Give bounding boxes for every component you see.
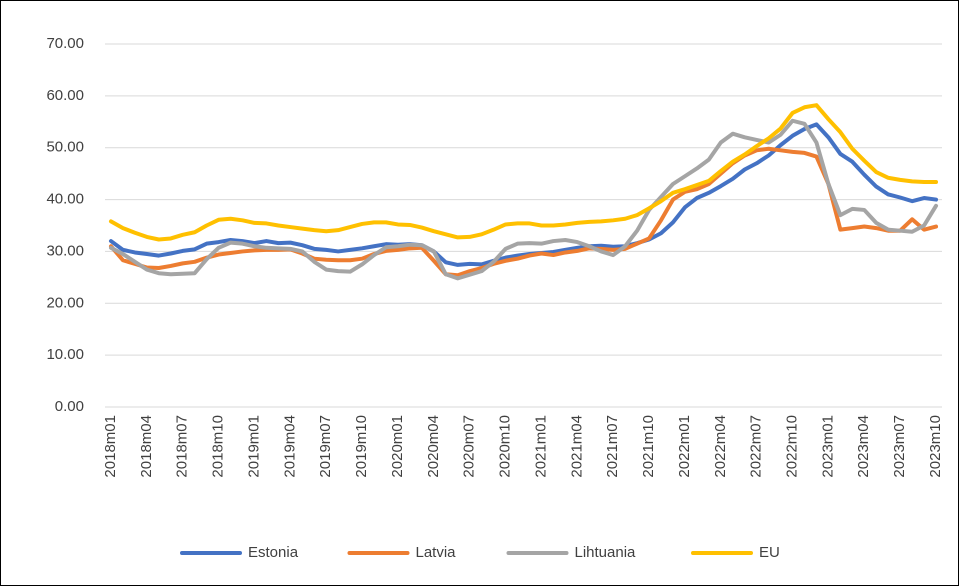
y-tick-label: 20.00	[46, 294, 84, 311]
x-tick-label: 2020m01	[389, 415, 406, 478]
y-tick-label: 50.00	[46, 139, 84, 156]
y-tick-label: 70.00	[46, 35, 84, 52]
x-tick-label: 2023m04	[855, 415, 872, 478]
x-tick-label: 2019m04	[281, 415, 298, 478]
legend-label: Lihtuania	[575, 544, 637, 561]
x-tick-label: 2021m10	[640, 415, 657, 478]
x-tick-label: 2022m10	[784, 415, 801, 478]
x-tick-label: 2019m01	[245, 415, 262, 478]
x-tick-label: 2018m01	[102, 415, 119, 478]
x-tick-label: 2019m07	[317, 415, 334, 478]
x-tick-label: 2023m10	[927, 415, 944, 478]
x-tick-label: 2021m07	[604, 415, 621, 478]
y-tick-label: 0.00	[55, 398, 84, 415]
y-tick-label: 40.00	[46, 191, 84, 208]
x-tick-label: 2022m04	[712, 415, 729, 478]
series-line	[108, 118, 939, 281]
legend-label: Estonia	[248, 544, 299, 561]
x-tick-label: 2020m04	[425, 415, 442, 478]
series-line	[108, 103, 939, 242]
y-tick-label: 30.00	[46, 242, 84, 259]
y-tick-label: 60.00	[46, 87, 84, 104]
x-tick-label: 2019m10	[353, 415, 370, 478]
x-tick-label: 2022m07	[748, 415, 765, 478]
x-tick-label: 2023m07	[891, 415, 908, 478]
x-tick-label: 2021m04	[568, 415, 585, 478]
x-tick-label: 2022m01	[676, 415, 693, 478]
legend-label: Latvia	[416, 544, 457, 561]
legend-label: EU	[759, 544, 780, 561]
x-tick-label: 2023m01	[819, 415, 836, 478]
x-tick-label: 2018m04	[138, 415, 155, 478]
x-tick-label: 2018m07	[174, 415, 191, 478]
x-tick-label: 2021m01	[532, 415, 549, 478]
x-tick-label: 2020m10	[497, 415, 514, 478]
series-line	[108, 122, 939, 267]
series-line	[108, 146, 939, 278]
y-tick-label: 10.00	[46, 346, 84, 363]
x-tick-label: 2020m07	[461, 415, 478, 478]
x-tick-label: 2018m10	[210, 415, 227, 478]
